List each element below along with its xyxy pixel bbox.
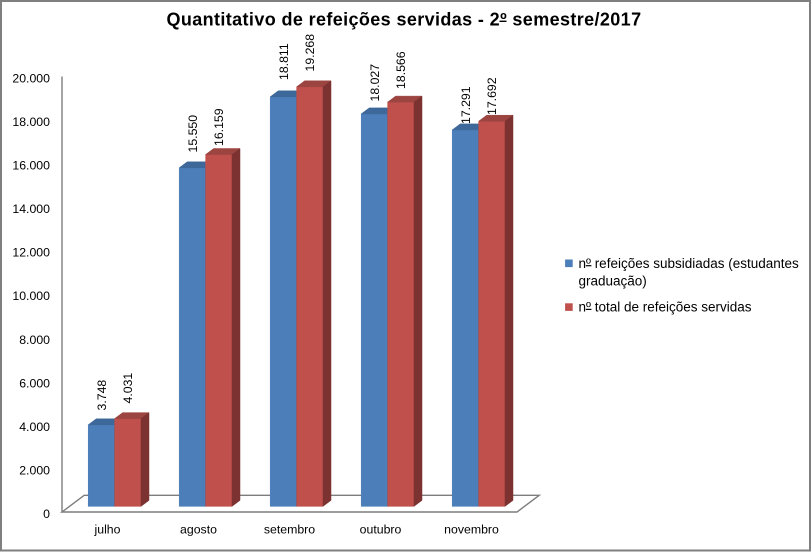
svg-text:4.031: 4.031 <box>121 373 135 404</box>
svg-text:20.000: 20.000 <box>12 72 50 86</box>
svg-text:8.000: 8.000 <box>19 333 50 347</box>
svg-text:novembro: novembro <box>444 522 499 536</box>
svg-text:setembro: setembro <box>264 522 315 536</box>
svg-text:julho: julho <box>94 522 121 536</box>
svg-text:nº total de refeições servidas: nº total de refeições servidas <box>579 300 752 315</box>
svg-text:14.000: 14.000 <box>12 202 50 216</box>
svg-text:16.159: 16.159 <box>212 108 226 146</box>
svg-text:18.027: 18.027 <box>368 64 382 102</box>
svg-text:18.566: 18.566 <box>394 51 408 89</box>
svg-text:10.000: 10.000 <box>12 289 50 303</box>
svg-text:16.000: 16.000 <box>12 159 50 173</box>
svg-text:18.811: 18.811 <box>277 43 291 80</box>
svg-text:outubro: outubro <box>360 522 402 536</box>
svg-text:3.748: 3.748 <box>95 380 109 411</box>
svg-text:12.000: 12.000 <box>12 246 50 260</box>
svg-text:4.000: 4.000 <box>19 420 50 434</box>
svg-text:nº refeições subsidiadas (estu: nº refeições subsidiadas (estudantes <box>579 256 800 271</box>
svg-text:19.268: 19.268 <box>303 34 317 72</box>
svg-text:17.291: 17.291 <box>459 86 473 124</box>
svg-text:0: 0 <box>43 507 50 521</box>
svg-text:18.000: 18.000 <box>12 115 50 129</box>
svg-text:graduação): graduação) <box>579 273 647 288</box>
svg-text:agosto: agosto <box>180 522 217 536</box>
svg-text:6.000: 6.000 <box>19 376 50 390</box>
svg-text:15.550: 15.550 <box>186 115 200 153</box>
svg-text:Quantitativo de refeições serv: Quantitativo de refeições servidas - 2º … <box>167 9 642 29</box>
svg-text:17.692: 17.692 <box>485 77 499 115</box>
svg-text:2.000: 2.000 <box>19 463 50 477</box>
